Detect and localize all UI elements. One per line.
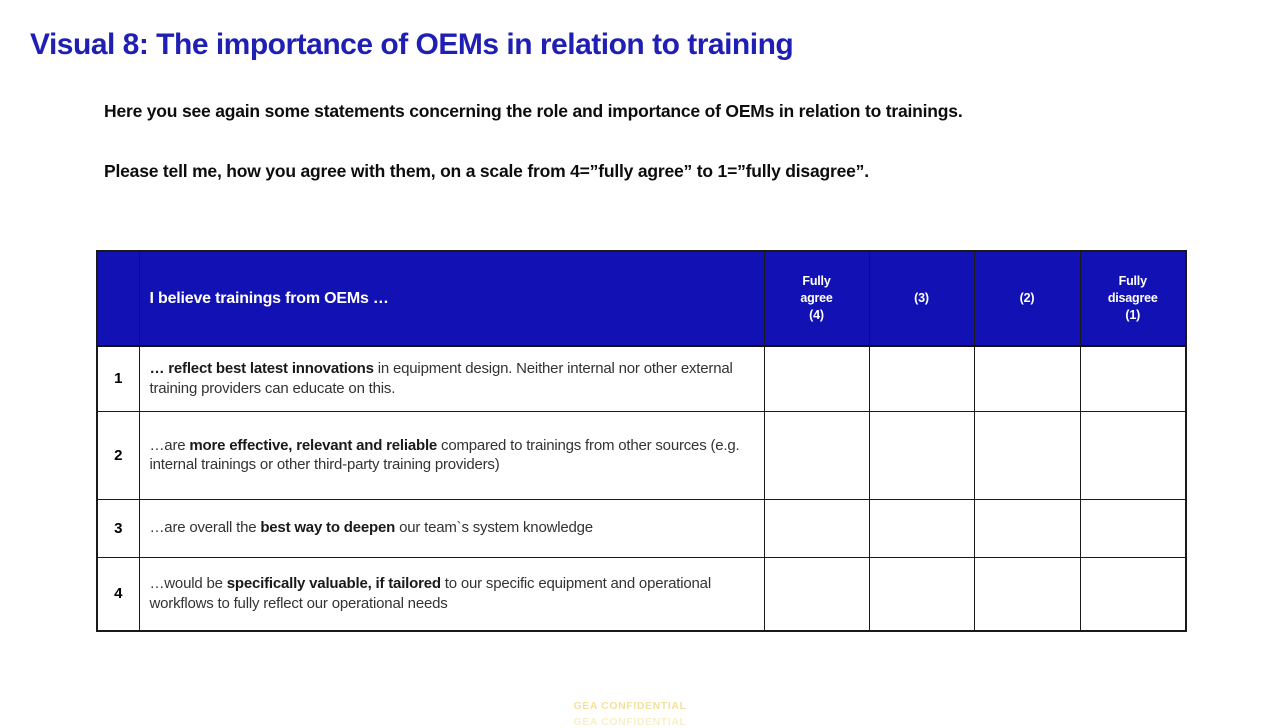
statement-text: … reflect best latest innovations in equ… — [138, 345, 765, 412]
table-row: 2 …are more effective, relevant and reli… — [96, 410, 1187, 500]
row-number: 2 — [96, 410, 140, 500]
row-number: 3 — [96, 498, 140, 558]
table-row: 4 …would be specifically valuable, if ta… — [96, 556, 1187, 632]
header-col-fully-disagree: Fully disagree (1) — [1079, 250, 1187, 347]
header-col-3: (3) — [868, 250, 975, 347]
table-header-row: I believe trainings from OEMs … Fully ag… — [96, 250, 1187, 347]
slide-title: Visual 8: The importance of OEMs in rela… — [30, 28, 794, 61]
answer-cell — [763, 345, 870, 412]
statement-text: …would be specifically valuable, if tail… — [138, 556, 765, 632]
intro-paragraph-1: Here you see again some statements conce… — [104, 101, 963, 121]
ratings-table: I believe trainings from OEMs … Fully ag… — [96, 250, 1187, 632]
header-col-fully-agree: Fully agree (4) — [763, 250, 870, 347]
answer-cell — [868, 345, 975, 412]
intro-text: Here you see again some statements conce… — [104, 96, 1089, 186]
answer-cell — [1079, 345, 1187, 412]
answer-cell — [763, 410, 870, 500]
answer-cell — [973, 498, 1081, 558]
answer-cell — [1079, 556, 1187, 632]
footer-confidential: GEA CONFIDENTIAL — [573, 700, 687, 712]
answer-cell — [973, 345, 1081, 412]
answer-cell — [763, 498, 870, 558]
answer-cell — [868, 556, 975, 632]
footer-confidential-clipped: GEA CONFIDENTIAL — [573, 716, 687, 728]
answer-cell — [763, 556, 870, 632]
table-row: 1 … reflect best latest innovations in e… — [96, 345, 1187, 412]
answer-cell — [868, 498, 975, 558]
header-corner-cell — [96, 250, 140, 347]
answer-cell — [1079, 410, 1187, 500]
intro-paragraph-2: Please tell me, how you agree with them,… — [104, 161, 869, 181]
statement-text: …are more effective, relevant and reliab… — [138, 410, 765, 500]
answer-cell — [868, 410, 975, 500]
header-col-2: (2) — [973, 250, 1081, 347]
answer-cell — [973, 556, 1081, 632]
header-statement-label: I believe trainings from OEMs … — [138, 250, 765, 347]
answer-cell — [1079, 498, 1187, 558]
row-number: 4 — [96, 556, 140, 632]
statement-text: …are overall the best way to deepen our … — [138, 498, 765, 558]
table-row: 3 …are overall the best way to deepen ou… — [96, 498, 1187, 558]
row-number: 1 — [96, 345, 140, 412]
answer-cell — [973, 410, 1081, 500]
